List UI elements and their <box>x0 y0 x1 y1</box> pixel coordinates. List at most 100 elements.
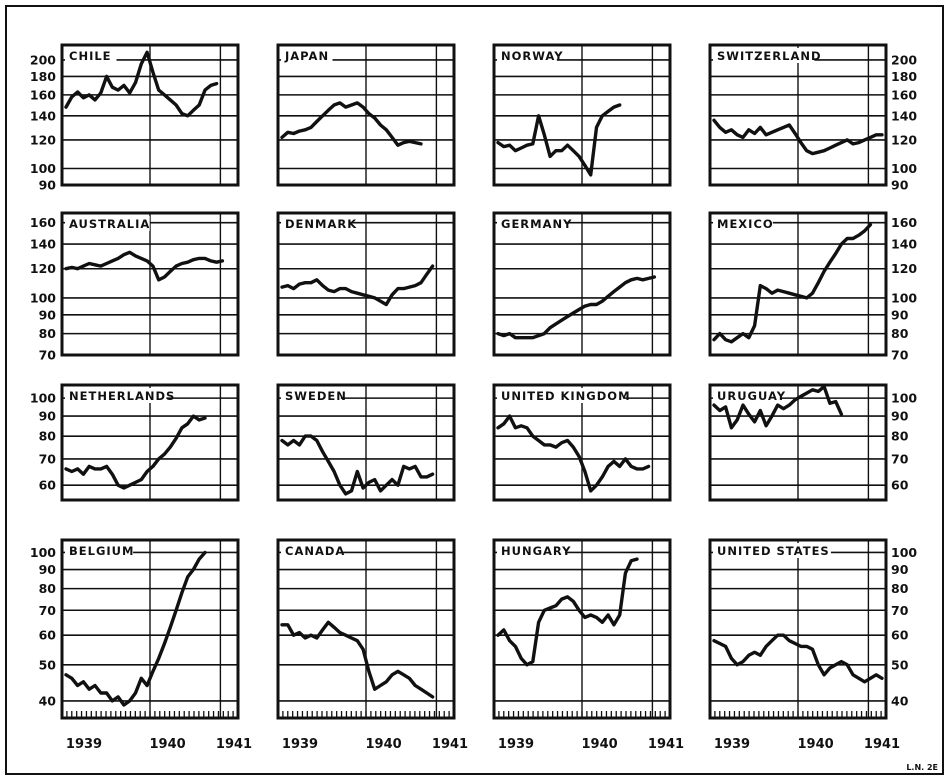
ytick-label-left: 120 <box>30 261 56 276</box>
data-point <box>134 81 137 84</box>
data-point <box>338 287 342 290</box>
data-point <box>373 478 376 481</box>
ytick-label-left: 140 <box>30 237 56 252</box>
data-point <box>828 261 832 264</box>
data-point <box>741 136 745 139</box>
data-point <box>537 439 540 442</box>
data-point <box>851 237 855 240</box>
panel-frame <box>60 43 240 187</box>
ytick-label-right: 100 <box>891 290 917 305</box>
data-point <box>543 443 546 447</box>
data-point <box>88 688 91 691</box>
data-point <box>192 414 195 418</box>
data-point <box>583 470 587 473</box>
data-point <box>730 128 733 131</box>
ytick-label-left: 70 <box>39 603 57 618</box>
data-point <box>514 336 517 339</box>
data-point <box>344 105 347 109</box>
data-point <box>776 288 779 292</box>
data-point <box>612 290 616 293</box>
data-point <box>373 296 376 300</box>
xtick-label: 1939 <box>498 737 534 752</box>
data-point <box>635 557 639 561</box>
data-point <box>419 688 423 691</box>
data-point <box>356 101 359 105</box>
data-point <box>321 628 324 632</box>
data-point <box>834 400 837 403</box>
data-point <box>595 616 598 619</box>
ytick-label-left: 60 <box>39 478 57 493</box>
data-point <box>759 409 762 412</box>
data-point <box>718 642 721 645</box>
title-box <box>281 216 350 231</box>
data-point <box>548 443 552 447</box>
data-point <box>64 105 68 109</box>
data-point <box>169 98 172 102</box>
ytick-label-left: 70 <box>39 348 57 363</box>
data-point <box>327 621 330 624</box>
panel-frame <box>492 538 672 720</box>
data-point <box>840 660 843 663</box>
data-point <box>747 413 750 416</box>
ytick-label-left: 80 <box>39 326 57 341</box>
data-point <box>502 628 505 632</box>
data-point <box>93 98 97 102</box>
data-point <box>647 277 650 280</box>
data-point <box>612 460 616 463</box>
panel-frame <box>60 383 240 502</box>
data-point <box>431 264 434 268</box>
data-point <box>618 285 621 289</box>
data-point <box>577 609 581 612</box>
data-point <box>741 332 745 335</box>
data-point <box>379 123 382 127</box>
data-point <box>163 642 166 645</box>
title-box <box>497 48 557 63</box>
ytick-label-left: 80 <box>39 429 57 444</box>
data-point <box>408 285 411 289</box>
data-point <box>157 457 160 461</box>
data-point <box>367 481 371 484</box>
data-point <box>361 486 365 490</box>
data-point <box>635 467 639 471</box>
data-point <box>822 149 826 152</box>
data-point <box>788 639 791 642</box>
data-point <box>782 126 785 129</box>
data-point <box>209 84 212 87</box>
xtick-label: 1939 <box>282 737 318 752</box>
data-point <box>304 281 307 284</box>
data-point <box>595 303 598 306</box>
data-point <box>566 595 569 599</box>
data-point <box>396 287 400 290</box>
data-point <box>822 673 826 676</box>
data-point <box>875 133 878 136</box>
panel-belgium: BELGIUM 100 90 80 70 60 50 40 <box>30 538 240 720</box>
data-point <box>531 660 534 663</box>
data-point <box>601 300 604 303</box>
panel-netherlands: NETHERLANDS 100 90 80 70 60 <box>30 383 240 502</box>
panel-title: CHILE <box>69 49 112 63</box>
panel-frame <box>708 211 888 357</box>
title-box <box>281 543 341 558</box>
data-point <box>572 311 575 315</box>
panel-title: MEXICO <box>717 217 774 231</box>
data-point <box>724 338 727 341</box>
data-point <box>799 295 803 298</box>
data-point <box>99 467 103 471</box>
data-point <box>712 639 716 642</box>
data-point <box>560 597 563 601</box>
panel-title: URUGUAY <box>717 389 786 403</box>
data-point <box>851 142 855 146</box>
data-point <box>514 149 517 152</box>
series-line-mexico <box>712 223 873 344</box>
data-point <box>776 634 779 637</box>
ytick-label-right: 80 <box>891 429 909 444</box>
data-point <box>595 126 598 129</box>
data-point <box>134 254 137 258</box>
data-point <box>496 634 500 637</box>
data-point <box>192 258 195 261</box>
ytick-label-right: 80 <box>891 326 909 341</box>
ytick-label-right: 50 <box>891 657 909 672</box>
series-line-united-kingdom <box>496 414 651 493</box>
data-point <box>811 292 814 295</box>
data-point <box>863 138 866 142</box>
